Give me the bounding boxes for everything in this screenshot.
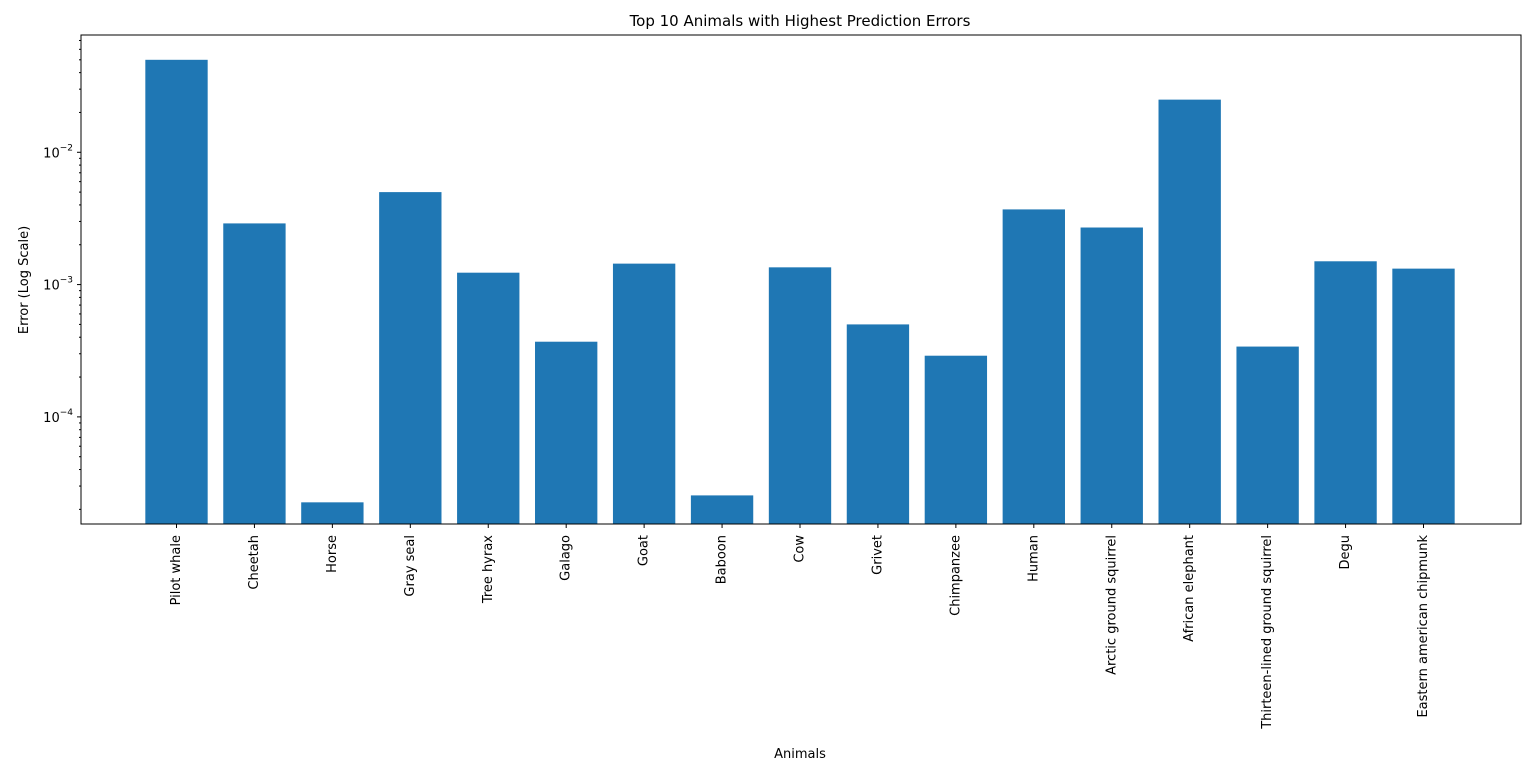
x-tick-label: Gray seal — [403, 535, 418, 597]
bar — [1158, 99, 1221, 525]
x-tick-label: Cow — [793, 535, 808, 563]
x-tick-label: Chimpanzee — [948, 535, 963, 616]
x-tick-label: Baboon — [715, 535, 730, 584]
bar — [145, 59, 208, 524]
bars-group — [145, 59, 1455, 525]
plot-frame — [80, 34, 1522, 525]
bar — [535, 341, 598, 524]
x-tick-label: Thirteen-lined ground squirrel — [1260, 535, 1275, 730]
x-tick-label: Arctic ground squirrel — [1104, 535, 1119, 675]
x-tick-label: Horse — [325, 535, 340, 573]
x-tick-label: African elephant — [1182, 535, 1197, 642]
x-tick-label: Eastern american chipmunk — [1416, 535, 1431, 718]
y-axis-ticks: 10−4 10−3 10−2 — [43, 39, 81, 510]
x-tick-label: Galago — [559, 535, 574, 581]
y-axis-label: Error (Log Scale) — [17, 226, 32, 334]
y-tick-label: 10−2 — [43, 143, 73, 161]
bar — [1002, 209, 1065, 524]
bar — [768, 267, 832, 524]
chart-title: Top 10 Animals with Highest Prediction E… — [629, 12, 971, 30]
y-tick-label: 10−4 — [43, 408, 73, 426]
bar — [612, 263, 676, 524]
x-tick-label: Pilot whale — [169, 535, 184, 605]
bar — [1392, 268, 1455, 524]
x-tick-label: Cheetah — [247, 535, 262, 590]
y-tick-label: 10−3 — [43, 276, 73, 294]
bar — [379, 192, 442, 524]
x-axis-ticks: Pilot whale Cheetah Horse Gray seal Tree hyr… — [169, 524, 1431, 730]
x-axis-label: Animals — [774, 747, 826, 762]
x-tick-label: Tree hyrax — [481, 535, 496, 604]
bar — [690, 495, 754, 524]
bar — [1080, 227, 1143, 524]
x-tick-label: Grivet — [870, 535, 885, 575]
x-tick-label: Goat — [637, 535, 652, 566]
bar — [846, 324, 910, 524]
bar — [457, 272, 520, 524]
x-tick-label: Human — [1026, 535, 1041, 582]
bar — [1314, 261, 1377, 524]
bar — [924, 355, 988, 524]
bar — [301, 502, 364, 524]
bar — [223, 223, 286, 525]
x-tick-label: Degu — [1338, 535, 1353, 570]
bar — [1236, 346, 1299, 524]
